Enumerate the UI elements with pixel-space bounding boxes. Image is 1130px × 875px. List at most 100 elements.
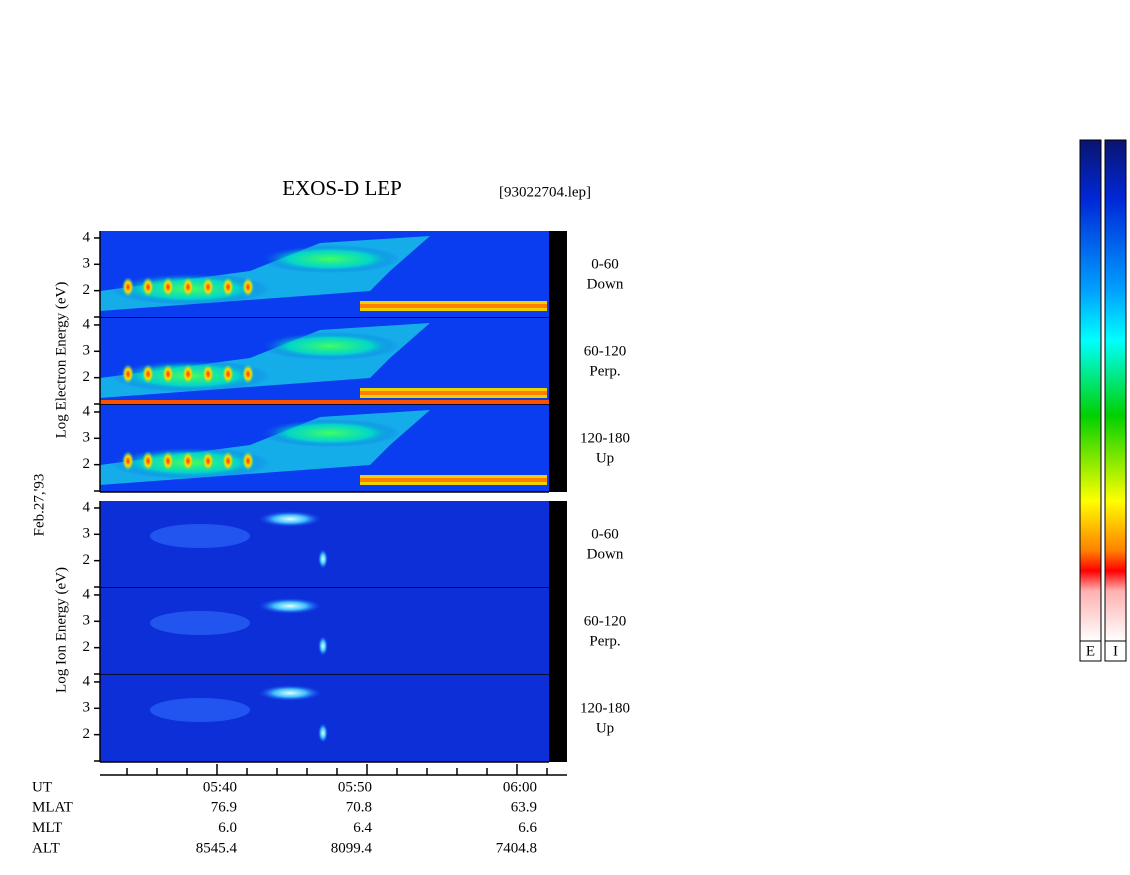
colorbar-label: I xyxy=(1113,643,1118,659)
ephemeris-value: 8099.4 xyxy=(331,840,373,856)
direction-label: Perp. xyxy=(589,363,620,379)
ion-blob xyxy=(318,549,328,569)
ion-axis-label: Log Ion Energy (eV) xyxy=(53,567,69,693)
y-tick-label: 2 xyxy=(83,552,91,568)
ephemeris-value: 05:40 xyxy=(203,779,237,795)
title: EXOS-D LEP xyxy=(282,176,402,200)
hot-spot xyxy=(242,277,254,297)
y-tick-label: 2 xyxy=(83,726,91,742)
emission-blob xyxy=(260,332,400,360)
hot-spot xyxy=(162,277,174,297)
y-tick-label: 3 xyxy=(83,343,91,359)
y-tick-label: 4 xyxy=(83,316,91,332)
ion-blob xyxy=(318,723,328,743)
emission-blob xyxy=(260,419,400,447)
edge-strip xyxy=(100,400,549,404)
y-tick-label: 3 xyxy=(83,430,91,446)
ephemeris-value: 6.4 xyxy=(353,820,372,836)
hot-spot xyxy=(142,451,154,471)
hot-spot xyxy=(242,451,254,471)
data-gap xyxy=(549,675,567,762)
hot-spot xyxy=(222,277,234,297)
ephemeris-value: 6.6 xyxy=(518,820,537,836)
direction-label: Perp. xyxy=(589,633,620,649)
y-tick-label: 4 xyxy=(83,499,91,515)
data-gap xyxy=(549,231,567,318)
ephemeris-label: MLT xyxy=(32,820,62,836)
data-gap xyxy=(549,318,567,405)
y-tick-label: 2 xyxy=(83,282,91,298)
ephemeris-value: 70.8 xyxy=(346,800,372,816)
hot-spot xyxy=(182,451,194,471)
direction-label: Down xyxy=(587,546,624,562)
hot-spot xyxy=(122,451,134,471)
ephemeris-label: MLAT xyxy=(32,800,73,816)
electron-axis-label: Log Electron Energy (eV) xyxy=(53,282,69,439)
ephemeris-value: 7404.8 xyxy=(496,840,537,856)
hot-spot xyxy=(202,451,214,471)
ion-blob xyxy=(150,524,250,548)
hot-spot xyxy=(182,364,194,384)
hot-spot xyxy=(242,364,254,384)
hot-spot xyxy=(202,277,214,297)
low-energy-strip-core xyxy=(360,391,547,395)
colorbar xyxy=(1104,139,1127,642)
ephemeris-value: 05:50 xyxy=(338,779,372,795)
direction-label: Up xyxy=(596,720,614,736)
angle-label: 0-60 xyxy=(591,526,619,542)
y-tick-label: 4 xyxy=(83,673,91,689)
ion-blob xyxy=(150,698,250,722)
emission-blob xyxy=(260,245,400,273)
ephemeris-value: 6.0 xyxy=(218,820,237,836)
file-label: [93022704.lep] xyxy=(499,184,591,200)
y-tick-label: 4 xyxy=(83,403,91,419)
y-tick-label: 3 xyxy=(83,700,91,716)
time-ticks xyxy=(126,764,548,775)
hot-spot xyxy=(162,451,174,471)
ephemeris-label: UT xyxy=(32,779,52,795)
ion-blob xyxy=(318,636,328,656)
y-tick-label: 2 xyxy=(83,369,91,385)
colorbar-label-box xyxy=(1104,640,1127,662)
ion-blob xyxy=(258,685,322,701)
ion-blob xyxy=(258,598,322,614)
y-tick-label: 3 xyxy=(83,613,91,629)
low-energy-strip-core xyxy=(360,304,547,308)
direction-label: Up xyxy=(596,450,614,466)
hot-spot xyxy=(182,277,194,297)
angle-label: 60-120 xyxy=(584,613,627,629)
angle-label: 0-60 xyxy=(591,256,619,272)
ion-blob xyxy=(258,511,322,527)
spectrograms: 2 3 4 2 3 4 2 3 4 2 3 4 2 3 4 2 3 4 xyxy=(83,229,567,763)
data-gap xyxy=(549,405,567,492)
y-tick-label: 2 xyxy=(83,456,91,472)
low-energy-strip-core xyxy=(360,478,547,482)
date-label: Feb.27,'93 xyxy=(31,474,47,537)
hot-spot xyxy=(222,451,234,471)
hot-spot xyxy=(122,364,134,384)
hot-spot xyxy=(142,364,154,384)
ion-blob xyxy=(150,611,250,635)
hot-spot xyxy=(222,364,234,384)
ephemeris-value: 06:00 xyxy=(503,779,537,795)
colorbar-label: E xyxy=(1086,643,1095,659)
hot-spot xyxy=(142,277,154,297)
colorbar-label-box xyxy=(1079,640,1102,662)
ephemeris-value: 63.9 xyxy=(511,800,537,816)
y-tick-label: 4 xyxy=(83,229,91,245)
hot-spot xyxy=(122,277,134,297)
angle-label: 120-180 xyxy=(580,700,630,716)
angle-label: 60-120 xyxy=(584,343,627,359)
hot-spot xyxy=(202,364,214,384)
ephemeris-label: ALT xyxy=(32,840,60,856)
ephemeris-value: 76.9 xyxy=(211,800,237,816)
y-tick-label: 3 xyxy=(83,526,91,542)
hot-spot xyxy=(162,364,174,384)
direction-label: Down xyxy=(587,276,624,292)
ephemeris-value: 8545.4 xyxy=(196,840,238,856)
y-tick-label: 4 xyxy=(83,586,91,602)
colorbar xyxy=(1079,139,1102,642)
y-tick-label: 3 xyxy=(83,256,91,272)
